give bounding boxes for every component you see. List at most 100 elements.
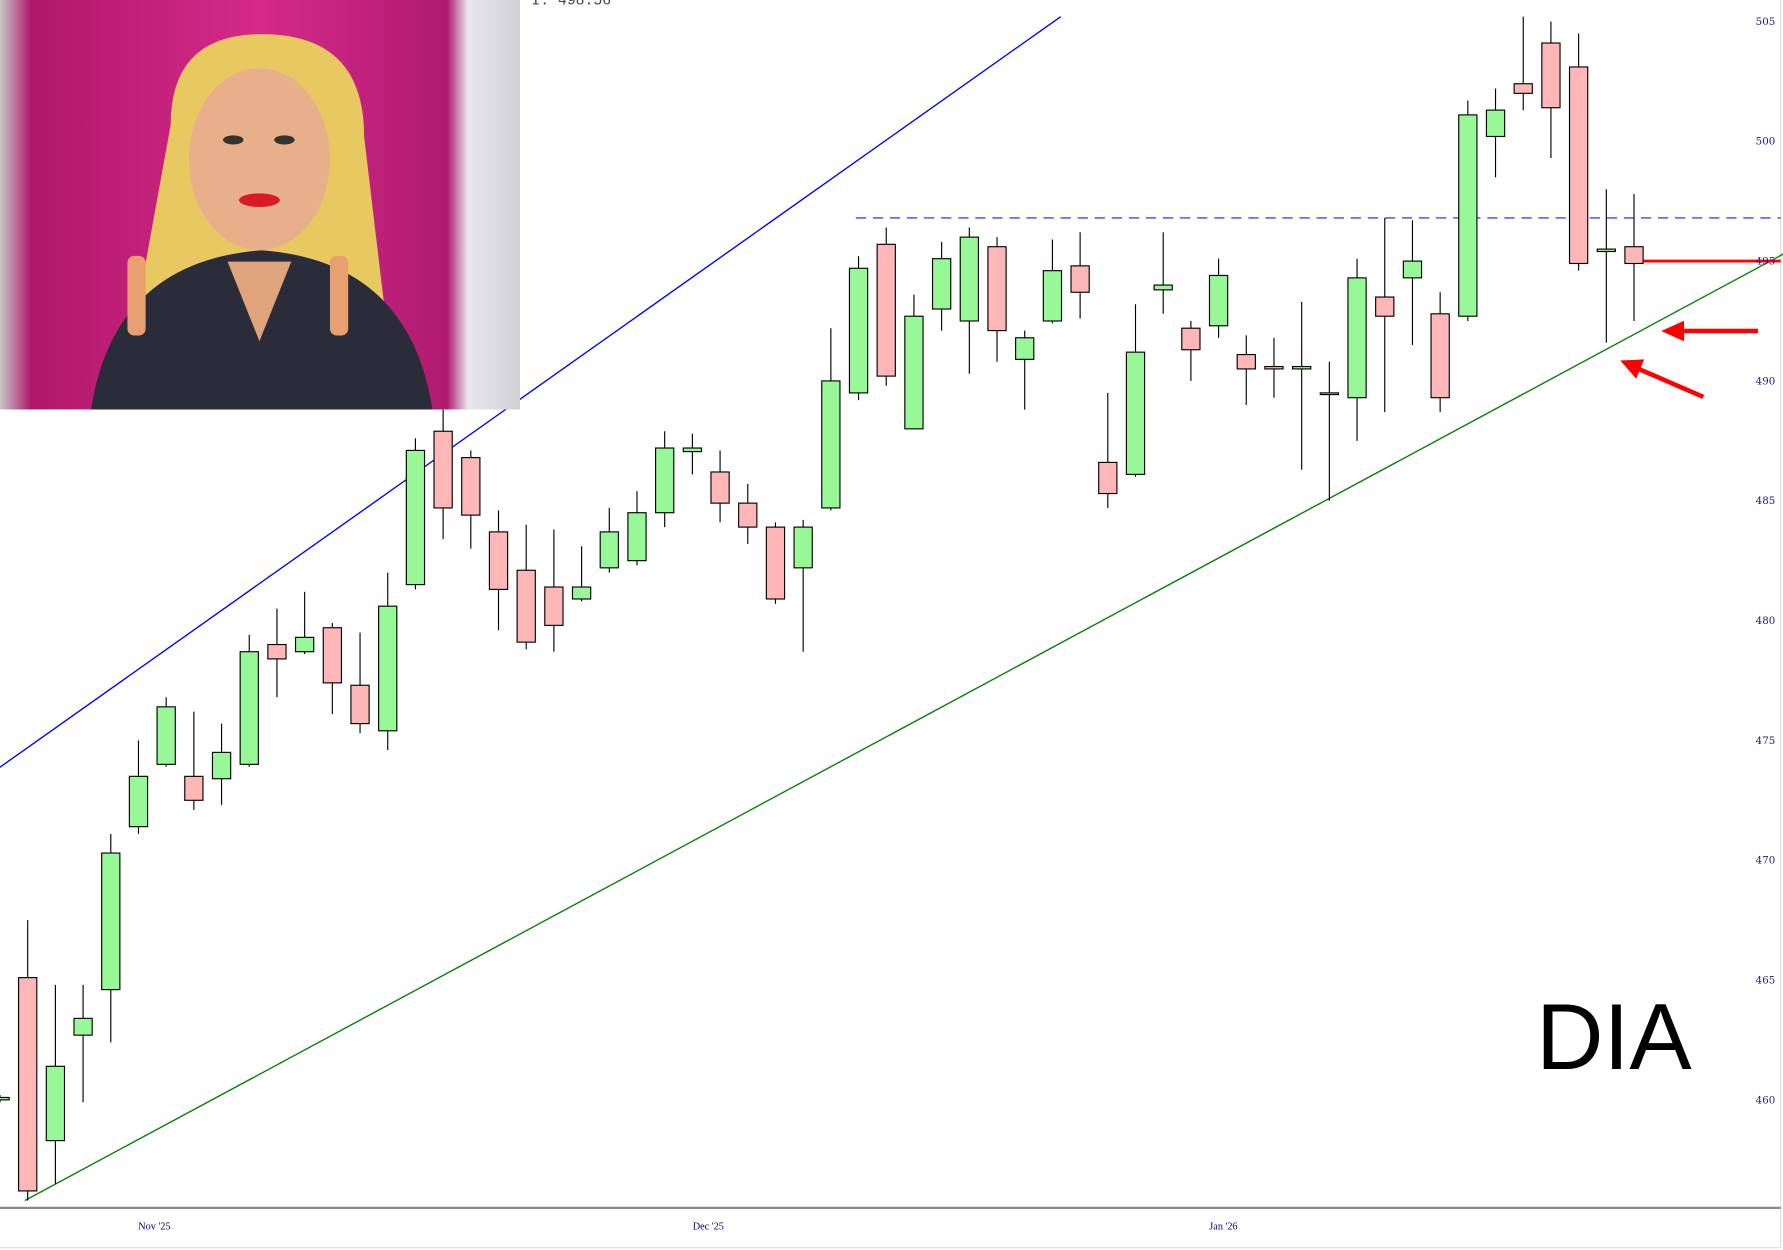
candle: [876, 227, 896, 386]
candle-body: [876, 243, 896, 377]
candle-body: [350, 684, 370, 725]
candle-body: [1541, 42, 1561, 109]
candle: [239, 634, 259, 767]
candle: [627, 491, 647, 566]
candle-body: [184, 775, 204, 801]
candle-body: [1236, 353, 1256, 370]
candle-body: [1042, 270, 1063, 322]
candle-body: [1070, 265, 1090, 293]
candle: [1015, 330, 1035, 410]
candle-body: [1153, 284, 1173, 291]
candle: [987, 237, 1007, 362]
candle: [1402, 220, 1423, 345]
candle-body: [1319, 392, 1340, 396]
candle: [1375, 217, 1395, 413]
candle: [267, 608, 287, 698]
y-tick-label: 470: [1756, 856, 1776, 867]
candle: [821, 328, 841, 511]
candle-body: [959, 236, 980, 322]
candle: [350, 632, 370, 734]
lower-trendline: [24, 253, 1783, 1202]
candle-body: [682, 447, 703, 453]
candle: [1042, 239, 1063, 324]
candle-body: [516, 569, 536, 643]
candle-body: [1624, 246, 1644, 265]
candle: [211, 723, 232, 806]
candle: [931, 241, 952, 331]
candle-body: [239, 651, 259, 765]
candle-body: [433, 430, 453, 509]
x-tick-label: Nov '25: [138, 1222, 170, 1233]
y-tick-label: 485: [1756, 496, 1776, 507]
candle: [738, 483, 758, 544]
candle: [1347, 258, 1367, 441]
candle: [101, 833, 121, 1043]
candle-body: [73, 1017, 93, 1036]
candle-body: [156, 706, 176, 765]
candle: [904, 294, 924, 430]
candle: [599, 507, 619, 573]
price-readout: I: 498.56: [531, 0, 611, 10]
candle-body: [461, 457, 481, 516]
candle-body: [1208, 274, 1229, 327]
candle-body: [571, 586, 592, 600]
candle: [1624, 193, 1644, 322]
candle: [682, 433, 703, 475]
candle: [959, 227, 980, 374]
y-tick-label: 475: [1756, 736, 1776, 747]
candle: [1458, 100, 1478, 322]
candle: [1291, 301, 1312, 470]
candle: [1153, 232, 1173, 314]
candle: [516, 524, 536, 650]
y-tick-label: 495: [1756, 257, 1776, 268]
candle-body: [1015, 337, 1035, 360]
candle: [1596, 189, 1616, 343]
candle: [1098, 392, 1118, 508]
candle-body: [1375, 296, 1395, 317]
candle-body: [1568, 66, 1589, 265]
x-axis: Nov '25 Dec '25 Jan '26: [138, 1222, 1237, 1233]
candle: [1070, 232, 1090, 319]
candle: [1541, 21, 1561, 159]
candle: [1513, 16, 1533, 111]
candle: [405, 438, 426, 590]
candle: [793, 519, 813, 652]
candle-body: [101, 852, 121, 991]
inset-photo: [0, 0, 520, 410]
candle: [73, 984, 93, 1103]
candle-body: [1264, 365, 1284, 370]
candle-body: [0, 1096, 10, 1101]
candle-body: [294, 636, 315, 653]
candle-body: [848, 267, 869, 394]
candle-body: [765, 526, 786, 600]
x-tick-label: Jan '26: [1209, 1222, 1237, 1233]
candle-body: [211, 751, 232, 780]
candle-body: [1513, 83, 1533, 94]
candle: [1125, 304, 1146, 477]
y-tick-label: 505: [1756, 17, 1776, 28]
candle-body: [1458, 114, 1478, 317]
candle-body: [987, 246, 1007, 332]
candle-body: [1347, 277, 1367, 399]
y-tick-label: 460: [1756, 1095, 1776, 1106]
candle-body: [18, 977, 38, 1192]
candle: [1236, 335, 1256, 405]
candle: [0, 1095, 10, 1103]
candle: [433, 409, 453, 540]
candle: [488, 510, 509, 631]
candle-body: [405, 449, 426, 586]
symbol-label: DIA: [1536, 985, 1692, 1089]
candle: [184, 711, 204, 810]
candle: [1208, 258, 1229, 338]
candle: [710, 450, 730, 523]
candle: [294, 591, 315, 655]
candle: [1430, 292, 1450, 413]
candle-body: [793, 526, 813, 569]
candle: [1485, 88, 1506, 178]
arrow-upleft-shaft: [1634, 365, 1705, 400]
candle-body: [1098, 461, 1118, 495]
candle: [45, 984, 66, 1184]
candles: [0, 16, 1644, 1201]
candle-body: [710, 471, 730, 504]
candle: [322, 622, 343, 715]
